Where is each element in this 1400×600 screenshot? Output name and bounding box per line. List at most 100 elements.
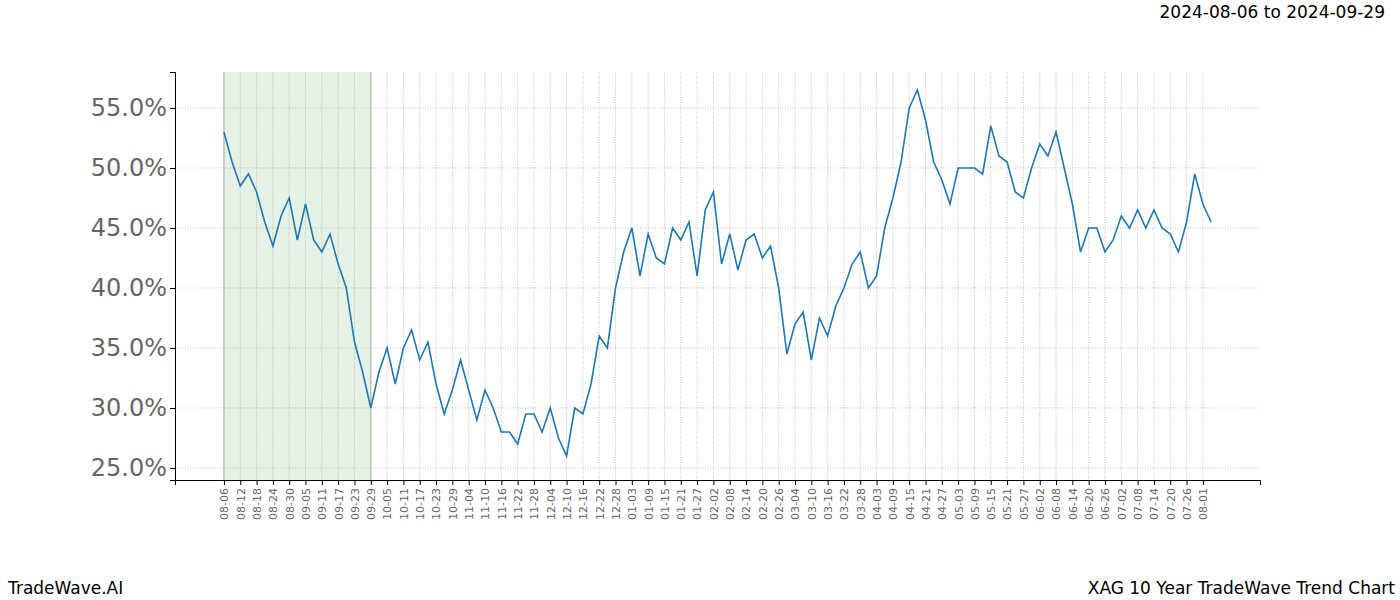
x-tick: 04-21 bbox=[920, 480, 933, 520]
x-grid-line bbox=[1039, 72, 1040, 480]
series-line bbox=[224, 90, 1211, 456]
y-tick: 55.0% bbox=[91, 94, 175, 122]
x-tick-label: 01-21 bbox=[675, 488, 688, 520]
x-grid-line bbox=[729, 72, 730, 480]
x-tick-mark bbox=[257, 480, 258, 485]
x-tick: 02-26 bbox=[773, 480, 786, 520]
x-tick: 03-28 bbox=[855, 480, 868, 520]
title: 2024-08-06 to 2024-09-29 bbox=[1160, 2, 1385, 22]
x-grid-line bbox=[582, 72, 583, 480]
x-tick: 11-10 bbox=[479, 480, 492, 520]
x-grid-line bbox=[1023, 72, 1024, 480]
x-tick-label: 08-18 bbox=[251, 488, 264, 520]
x-tick-mark bbox=[713, 480, 714, 485]
y-grid-line bbox=[175, 288, 1260, 289]
x-tick: 04-03 bbox=[871, 480, 884, 520]
x-tick-mark bbox=[1154, 480, 1155, 485]
x-grid-line bbox=[1121, 72, 1122, 480]
x-grid-line bbox=[256, 72, 257, 480]
x-tick-label: 02-20 bbox=[757, 488, 770, 520]
x-tick-mark bbox=[273, 480, 274, 485]
x-tick-label: 10-11 bbox=[398, 488, 411, 520]
x-tick-label: 09-23 bbox=[349, 488, 362, 520]
x-tick-mark bbox=[844, 480, 845, 485]
x-tick-label: 09-11 bbox=[316, 488, 329, 520]
x-tick-label: 09-29 bbox=[365, 488, 378, 520]
x-tick-mark bbox=[485, 480, 486, 485]
x-tick-mark bbox=[599, 480, 600, 485]
x-tick-mark bbox=[583, 480, 584, 485]
y-tick: 45.0% bbox=[91, 214, 175, 242]
y-grid-line bbox=[175, 348, 1260, 349]
x-tick: 09-11 bbox=[316, 480, 329, 520]
x-grid-line bbox=[827, 72, 828, 480]
y-tick: 25.0% bbox=[91, 454, 175, 482]
x-grid-line bbox=[272, 72, 273, 480]
x-tick-label: 12-28 bbox=[610, 488, 623, 520]
x-tick: 05-21 bbox=[1001, 480, 1014, 520]
x-tick: 03-04 bbox=[789, 480, 802, 520]
x-tick: 04-27 bbox=[936, 480, 949, 520]
x-tick: 04-15 bbox=[904, 480, 917, 520]
y-tick-mark bbox=[170, 108, 175, 109]
x-tick-mark bbox=[1105, 480, 1106, 485]
y-tick-mark bbox=[170, 288, 175, 289]
x-grid-line bbox=[1186, 72, 1187, 480]
x-grid-line bbox=[338, 72, 339, 480]
x-grid-line bbox=[795, 72, 796, 480]
x-tick-mark bbox=[697, 480, 698, 485]
x-grid-line bbox=[860, 72, 861, 480]
x-tick-label: 12-04 bbox=[545, 488, 558, 520]
x-tick-label: 10-23 bbox=[430, 488, 443, 520]
x-grid-line bbox=[631, 72, 632, 480]
x-grid-line bbox=[958, 72, 959, 480]
x-tick: 01-15 bbox=[659, 480, 672, 520]
x-tick-label: 10-17 bbox=[414, 488, 427, 520]
highlight-band bbox=[224, 72, 371, 480]
x-tick: 01-03 bbox=[626, 480, 639, 520]
x-grid-line bbox=[843, 72, 844, 480]
x-grid-line bbox=[892, 72, 893, 480]
x-tick-mark bbox=[828, 480, 829, 485]
x-tick-mark bbox=[1121, 480, 1122, 485]
x-tick-mark bbox=[1089, 480, 1090, 485]
x-tick: 10-29 bbox=[447, 480, 460, 520]
x-grid-line bbox=[1007, 72, 1008, 480]
x-tick-mark bbox=[648, 480, 649, 485]
y-tick-mark bbox=[170, 408, 175, 409]
x-tick-label: 04-15 bbox=[904, 488, 917, 520]
x-tick: 12-16 bbox=[577, 480, 590, 520]
x-tick-label: 02-02 bbox=[708, 488, 721, 520]
x-tick-mark bbox=[354, 480, 355, 485]
x-grid-line bbox=[778, 72, 779, 480]
x-tick-label: 05-09 bbox=[969, 488, 982, 520]
y-tick-label: 50.0% bbox=[91, 154, 167, 182]
x-tick-mark bbox=[991, 480, 992, 485]
x-tick-mark bbox=[240, 480, 241, 485]
x-tick: 01-27 bbox=[691, 480, 704, 520]
x-grid-line bbox=[990, 72, 991, 480]
x-tick-label: 09-05 bbox=[300, 488, 313, 520]
x-tick: 08-12 bbox=[235, 480, 248, 520]
x-tick-mark bbox=[420, 480, 421, 485]
x-tick-mark bbox=[1170, 480, 1171, 485]
x-tick-label: 07-02 bbox=[1116, 488, 1129, 520]
y-tick-label: 55.0% bbox=[91, 94, 167, 122]
x-tick-label: 04-27 bbox=[936, 488, 949, 520]
x-tick-mark bbox=[877, 480, 878, 485]
x-tick-label: 10-29 bbox=[447, 488, 460, 520]
x-tick-mark bbox=[452, 480, 453, 485]
x-grid-line bbox=[240, 72, 241, 480]
x-grid-line bbox=[550, 72, 551, 480]
x-grid-line bbox=[615, 72, 616, 480]
x-tick-label: 01-15 bbox=[659, 488, 672, 520]
x-tick-label: 11-28 bbox=[528, 488, 541, 520]
x-tick-label: 08-24 bbox=[267, 488, 280, 520]
x-tick-mark bbox=[501, 480, 502, 485]
y-tick-label: 40.0% bbox=[91, 274, 167, 302]
x-tick-mark bbox=[1203, 480, 1204, 485]
x-tick: 03-22 bbox=[838, 480, 851, 520]
x-grid-line bbox=[403, 72, 404, 480]
x-tick: 08-30 bbox=[284, 480, 297, 520]
x-tick: 09-05 bbox=[300, 480, 313, 520]
